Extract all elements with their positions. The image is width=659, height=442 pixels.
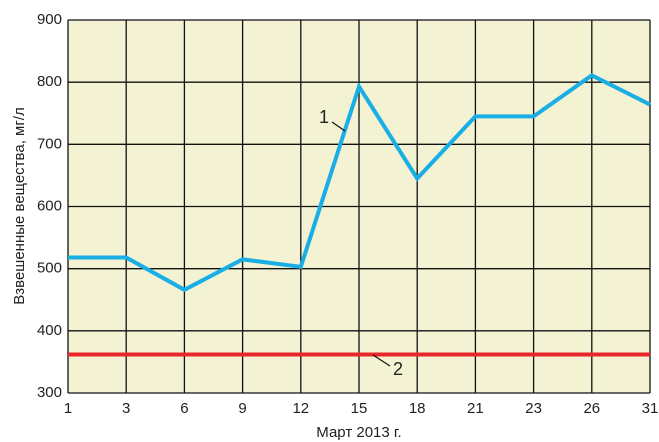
- y-tick-label: 400: [37, 322, 62, 339]
- y-tick-label: 700: [37, 135, 62, 152]
- y-axis-label: Взвешенные вещества, мг/л: [11, 107, 28, 304]
- series-label: 2: [393, 359, 403, 379]
- data-line: [68, 73, 651, 293]
- y-tick-label: 500: [37, 260, 62, 277]
- x-tick-label: 12: [292, 400, 309, 417]
- x-tick-label: 31: [642, 400, 659, 417]
- y-tick-label: 300: [37, 384, 62, 401]
- x-tick-label: 23: [525, 400, 542, 417]
- x-tick-label: 3: [122, 400, 130, 417]
- x-tick-label: 6: [180, 400, 188, 417]
- x-tick-label: 21: [467, 400, 484, 417]
- x-tick-label: 1: [64, 400, 72, 417]
- series-label: 1: [319, 107, 329, 127]
- x-tick-label: 15: [351, 400, 368, 417]
- y-tick-label: 800: [37, 73, 62, 90]
- y-tick-label: 600: [37, 197, 62, 214]
- x-tick-label: 18: [409, 400, 426, 417]
- leader-line: [331, 121, 346, 132]
- y-tick-label: 900: [37, 11, 62, 28]
- leader-line: [372, 354, 391, 367]
- x-tick-label: 26: [583, 400, 600, 417]
- x-axis-label: Март 2013 г.: [316, 424, 401, 441]
- x-tick-label: 9: [238, 400, 246, 417]
